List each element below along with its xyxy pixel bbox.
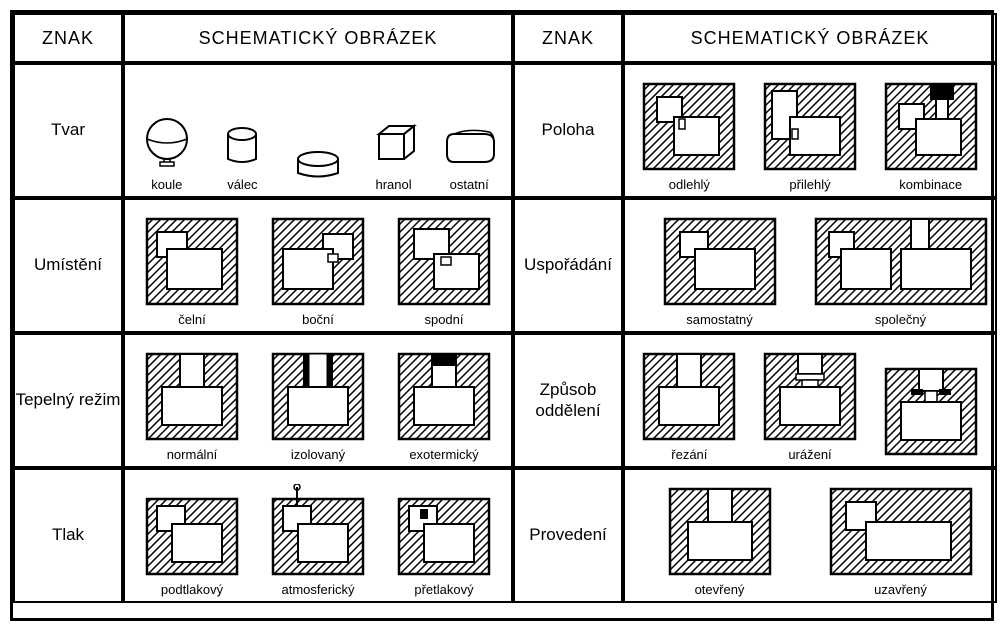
shape-valec-1: válec	[205, 114, 281, 192]
tlak-podtlakovy: podtlakový	[129, 484, 255, 597]
tepelny-izolovany: izolovaný	[255, 349, 381, 462]
header-schema-2: SCHEMATICKÝ OBRÁZEK	[623, 13, 997, 63]
schematic-zpusob: řezání urážení	[623, 333, 997, 468]
schematic-provedeni: otevřený uzavřený	[623, 468, 997, 603]
tlak-pretlakovy: přetlakový	[381, 484, 507, 597]
zpusob-urazeni-1: urážení	[750, 349, 871, 462]
header-znak-1: ZNAK	[13, 13, 123, 63]
schematic-umisteni: čelní boční spodní	[123, 198, 513, 333]
shape-koule: koule	[129, 114, 205, 192]
poloha-kombinace: kombinace	[870, 79, 991, 192]
label-provedeni: Provedení	[513, 468, 623, 603]
umisteni-spodni: spodní	[381, 214, 507, 327]
umisteni-celni: čelní	[129, 214, 255, 327]
shape-hranol: hranol	[356, 114, 432, 192]
label-tepelny: Tepelný režim	[13, 333, 123, 468]
tepelny-exotermicky: exotermický	[381, 349, 507, 462]
classification-table: ZNAK SCHEMATICKÝ OBRÁZEK ZNAK SCHEMATICK…	[10, 10, 994, 621]
label-usporadani: Uspořádání	[513, 198, 623, 333]
umisteni-bocni: boční	[255, 214, 381, 327]
schematic-poloha: odlehlý přilehlý komb	[623, 63, 997, 198]
schematic-usporadani: samostatný společný	[623, 198, 997, 333]
tepelny-normalni: normální	[129, 349, 255, 462]
zpusob-rezani: řezání	[629, 349, 750, 462]
zpusob-urazeni-2	[870, 364, 991, 462]
label-umisteni: Umístění	[13, 198, 123, 333]
poloha-prilehly: přilehlý	[750, 79, 871, 192]
shape-valec-2	[280, 129, 356, 192]
label-tlak: Tlak	[13, 468, 123, 603]
shape-ostatni: ostatní	[431, 114, 507, 192]
provedeni-otevreny: otevřený	[629, 484, 810, 597]
usporadani-samostatny: samostatný	[629, 214, 810, 327]
schematic-tlak: podtlakový atmosferický	[123, 468, 513, 603]
label-zpusob: Způsob oddělení	[513, 333, 623, 468]
usporadani-spolecny: společný	[810, 214, 991, 327]
label-poloha: Poloha	[513, 63, 623, 198]
provedeni-uzavreny: uzavřený	[810, 484, 991, 597]
tlak-atmosfericky: atmosferický	[255, 484, 381, 597]
header-schema-1: SCHEMATICKÝ OBRÁZEK	[123, 13, 513, 63]
schematic-tvar: koule válec	[123, 63, 513, 198]
poloha-odlehly: odlehlý	[629, 79, 750, 192]
header-znak-2: ZNAK	[513, 13, 623, 63]
label-tvar: Tvar	[13, 63, 123, 198]
schematic-tepelny: normální izolovaný ex	[123, 333, 513, 468]
